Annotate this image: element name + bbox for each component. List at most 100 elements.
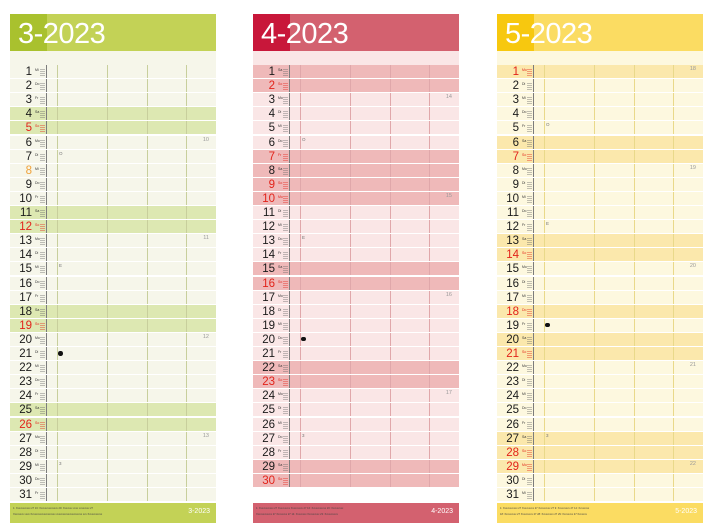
day-row[interactable]: 13 Do E: [253, 234, 459, 249]
day-row[interactable]: 8 Mo 19: [497, 163, 703, 178]
day-row[interactable]: 23 Do: [10, 375, 216, 390]
day-row[interactable]: 15 Mo 20: [497, 262, 703, 277]
day-row[interactable]: 30 Di: [497, 473, 703, 488]
day-row[interactable]: 17 Fr: [10, 290, 216, 305]
day-row[interactable]: 29 Sa: [253, 459, 459, 474]
day-row[interactable]: 4 Sa: [10, 107, 216, 122]
day-row[interactable]: 19 Mi: [253, 318, 459, 333]
day-row[interactable]: 20 Do: [253, 332, 459, 347]
day-row[interactable]: 9 Do: [10, 177, 216, 192]
day-row[interactable]: 29 Mo 22: [497, 459, 703, 474]
day-row[interactable]: 21 Fr: [253, 347, 459, 362]
day-row[interactable]: 25 Do: [497, 403, 703, 418]
day-row[interactable]: 3 Mi: [497, 93, 703, 108]
day-row[interactable]: 7 Di O: [10, 149, 216, 164]
day-row[interactable]: 26 Mi: [253, 417, 459, 432]
day-row[interactable]: 27 Do 3: [253, 431, 459, 446]
day-row[interactable]: 1 Mo 18: [497, 65, 703, 80]
day-row[interactable]: 3 Mo 14: [253, 93, 459, 108]
day-row[interactable]: 20 Mo 12: [10, 332, 216, 347]
day-row[interactable]: 27 Mo 13: [10, 431, 216, 446]
column-divider: [429, 206, 430, 220]
day-row[interactable]: 3 Fr: [10, 93, 216, 108]
column-divider: [186, 389, 187, 403]
day-row[interactable]: 21 Di: [10, 347, 216, 362]
column-divider: [57, 149, 58, 163]
day-row[interactable]: 15 Mi E: [10, 262, 216, 277]
day-row[interactable]: 1 Sa: [253, 65, 459, 80]
day-row[interactable]: 7 Fr: [253, 149, 459, 164]
day-row[interactable]: 31 Fr: [10, 488, 216, 503]
day-row[interactable]: 10 Fr: [10, 191, 216, 206]
day-row[interactable]: 14 Fr: [253, 248, 459, 263]
day-row[interactable]: 28 Fr: [253, 445, 459, 460]
day-row[interactable]: 2 Di: [497, 79, 703, 94]
day-row[interactable]: 22 Sa: [253, 361, 459, 376]
day-row[interactable]: 10 Mo 15: [253, 191, 459, 206]
day-row[interactable]: 30 So: [253, 473, 459, 488]
day-row[interactable]: 6 Do O: [253, 135, 459, 150]
day-row[interactable]: 7 So: [497, 149, 703, 164]
day-row[interactable]: 5 Mi: [253, 121, 459, 136]
day-row[interactable]: 17 Mo 16: [253, 290, 459, 305]
day-row[interactable]: 28 Di: [10, 445, 216, 460]
day-row[interactable]: 11 Do: [497, 206, 703, 221]
day-row[interactable]: 4 Di: [253, 107, 459, 122]
day-row[interactable]: 15 Sa: [253, 262, 459, 277]
day-row[interactable]: 16 Do: [10, 276, 216, 291]
day-row[interactable]: 27 Sa 3: [497, 431, 703, 446]
day-abbr: Mi: [35, 166, 39, 171]
day-cell: 23 Di: [497, 375, 534, 389]
day-row[interactable]: 24 Mo 17: [253, 389, 459, 404]
day-cell: 17 Fr: [10, 290, 47, 304]
day-row[interactable]: 30 Do: [10, 473, 216, 488]
day-row[interactable]: 13 Mo 11: [10, 234, 216, 249]
day-row[interactable]: 24 Mi: [497, 389, 703, 404]
day-row[interactable]: 12 Mi: [253, 220, 459, 235]
day-row[interactable]: 13 Sa: [497, 234, 703, 249]
day-row[interactable]: 29 Mi 3: [10, 459, 216, 474]
day-row[interactable]: 6 Mo 10: [10, 135, 216, 150]
day-note: O: [302, 136, 306, 142]
day-row[interactable]: 10 Mi: [497, 191, 703, 206]
day-row[interactable]: 4 Do: [497, 107, 703, 122]
day-row[interactable]: 18 Do: [497, 304, 703, 319]
day-row[interactable]: 25 Sa: [10, 403, 216, 418]
day-row[interactable]: 28 So: [497, 445, 703, 460]
day-row[interactable]: 2 So: [253, 79, 459, 94]
day-row[interactable]: 25 Di: [253, 403, 459, 418]
day-row[interactable]: 2 Do: [10, 79, 216, 94]
day-row[interactable]: 9 Di: [497, 177, 703, 192]
day-row[interactable]: 20 Sa: [497, 332, 703, 347]
day-row[interactable]: 12 Fr E: [497, 220, 703, 235]
day-row[interactable]: 16 Di: [497, 276, 703, 291]
day-row[interactable]: 6 Sa: [497, 135, 703, 150]
day-row[interactable]: 1 Mi: [10, 65, 216, 80]
day-row[interactable]: 11 Di: [253, 206, 459, 221]
day-row[interactable]: 11 Sa: [10, 206, 216, 221]
day-row[interactable]: 12 So: [10, 220, 216, 235]
day-row[interactable]: 23 So: [253, 375, 459, 390]
day-row[interactable]: 16 So: [253, 276, 459, 291]
day-row[interactable]: 22 Mi: [10, 361, 216, 376]
column-divider: [107, 290, 108, 304]
day-row[interactable]: 14 Di: [10, 248, 216, 263]
day-row[interactable]: 21 So: [497, 347, 703, 362]
day-row[interactable]: 18 Sa: [10, 304, 216, 319]
day-row[interactable]: 31 Mi: [497, 488, 703, 503]
day-row[interactable]: 9 So: [253, 177, 459, 192]
day-row[interactable]: 22 Mo 21: [497, 361, 703, 376]
day-row[interactable]: 5 Fr O: [497, 121, 703, 136]
day-row[interactable]: 23 Di: [497, 375, 703, 390]
day-row[interactable]: 19 So: [10, 318, 216, 333]
day-row[interactable]: 26 Fr: [497, 417, 703, 432]
day-row[interactable]: 24 Fr: [10, 389, 216, 404]
day-row[interactable]: 5 So: [10, 121, 216, 136]
day-row[interactable]: 19 Fr: [497, 318, 703, 333]
day-row[interactable]: 26 So: [10, 417, 216, 432]
day-row[interactable]: 8 Mi: [10, 163, 216, 178]
day-row[interactable]: 8 Sa: [253, 163, 459, 178]
day-row[interactable]: 18 Di: [253, 304, 459, 319]
day-row[interactable]: 17 Mi: [497, 290, 703, 305]
day-row[interactable]: 14 So: [497, 248, 703, 263]
